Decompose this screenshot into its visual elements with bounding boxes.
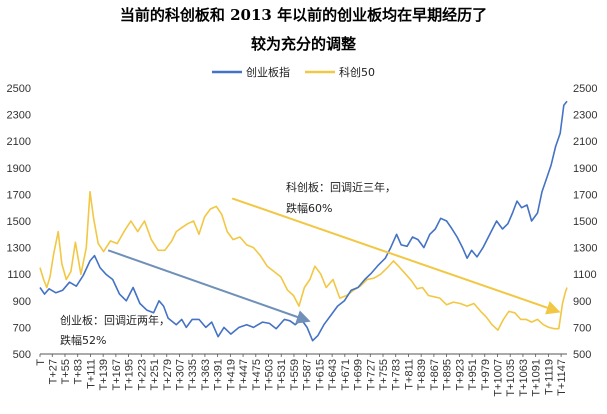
x-tick-label: T+111 [85, 359, 97, 389]
y-tick-label-right: 1900 [573, 163, 597, 175]
y-tick-label-left: 1900 [7, 163, 31, 175]
x-tick-label: T+447 [238, 359, 250, 391]
x-tick-label: T+475 [251, 359, 263, 391]
y-tick-label-left: 1100 [7, 269, 31, 281]
x-tick-label: T+251 [149, 359, 161, 391]
x-tick-label: T+1007 [492, 359, 504, 397]
x-tick-label: T+811 [403, 359, 415, 390]
y-tick-label-left: 1500 [7, 216, 31, 228]
y-tick-label-right: 1500 [573, 216, 597, 228]
x-tick-label: T+923 [454, 359, 466, 391]
y-tick-label-left: 2300 [7, 110, 31, 122]
y-tick-label-left: 900 [13, 296, 31, 308]
x-tick-label: T+335 [187, 359, 199, 391]
y-axis-left: 500 700 900 1100 1300 1500 1700 1900 2100 2300 250… [7, 83, 31, 361]
x-tick-label: T+307 [174, 359, 186, 391]
x-tick-label: T [35, 359, 47, 366]
x-tick-label: T+559 [289, 359, 301, 391]
x-tick-label: T+979 [480, 359, 492, 391]
x-tick-label: T+615 [314, 359, 326, 391]
x-axis: T T+27 T+55 T+83 T+111 T+139 T+167 T+195 T+223 T+… [35, 353, 568, 397]
y-tick-label-right: 1700 [573, 189, 597, 201]
x-tick-label: T+671 [340, 359, 352, 391]
y-tick-label-right: 2500 [573, 83, 597, 95]
x-tick-label: T+699 [353, 359, 365, 391]
annotation-text-star50-line2: 跌幅60% [286, 201, 332, 215]
x-tick-label: T+531 [276, 359, 288, 391]
y-tick-label-left: 2100 [7, 136, 31, 148]
x-tick-label: T+223 [136, 359, 148, 391]
x-tick-label: T+755 [378, 359, 390, 391]
legend-label-gem: 创业板指 [246, 65, 290, 79]
y-tick-label-right: 1300 [573, 243, 597, 255]
y-tick-label-right: 900 [573, 296, 591, 308]
annotation-text-star50-line1: 科创板：回调近三年， [286, 180, 396, 194]
x-tick-label: T+27 [47, 359, 59, 384]
x-tick-label: T+419 [225, 359, 237, 391]
series-line-gem [39, 100, 568, 342]
y-tick-label-left: 1300 [7, 243, 31, 255]
x-tick-label: T+727 [365, 359, 377, 391]
x-tick-label: T+1147 [556, 359, 568, 396]
series-line-star50 [39, 190, 568, 331]
legend-label-star50: 科创50 [339, 65, 375, 79]
x-tick-label: T+867 [429, 359, 441, 391]
y-axis-right: 500 700 900 1100 1300 1500 1700 1900 2100 2300 250… [573, 83, 597, 361]
y-tick-label-left: 500 [13, 349, 31, 361]
x-tick-label: T+1035 [505, 359, 517, 397]
x-tick-label: T+55 [60, 359, 72, 384]
x-tick-label: T+279 [162, 359, 174, 391]
y-tick-label-left: 2500 [7, 83, 31, 95]
annotation-arrow-gem [107, 249, 311, 324]
y-tick-label-left: 1700 [7, 189, 31, 201]
chart-title-line-2: 较为充分的调整 [250, 35, 356, 53]
series-lines [39, 100, 568, 342]
x-tick-label: T+783 [391, 359, 403, 391]
y-tick-label-right: 2100 [573, 136, 597, 148]
y-tick-label-right: 500 [573, 349, 591, 361]
y-tick-label-right: 1100 [573, 269, 597, 281]
x-tick-label: T+895 [442, 359, 454, 391]
x-tick-label: T+363 [200, 359, 212, 391]
x-tick-label: T+83 [73, 359, 85, 384]
x-tick-label: T+503 [264, 359, 276, 391]
annotation-arrow-star50 [231, 197, 561, 315]
x-tick-label: T+1063 [518, 359, 530, 397]
x-tick-label: T+839 [416, 359, 428, 391]
x-tick-label: T+1119 [543, 359, 555, 395]
x-tick-label: T+643 [327, 359, 339, 391]
annotations: 科创板：回调近三年， 跌幅60% 创业板：回调近两年， 跌幅52% [60, 180, 561, 347]
x-tick-label: T+951 [467, 359, 479, 391]
chart-title-line-1: 当前的科创板和 2013 年以前的创业板均在早期经历了 [119, 6, 488, 24]
chart-legend: 创业板指 科创50 [212, 65, 375, 79]
y-tick-label-right: 2300 [573, 110, 597, 122]
x-tick-label: T+1091 [531, 359, 543, 397]
y-tick-label-left: 700 [13, 322, 31, 334]
annotation-text-gem-line2: 跌幅52% [60, 333, 106, 347]
annotation-text-gem-line1: 创业板：回调近两年， [60, 313, 170, 327]
y-tick-label-right: 700 [573, 322, 591, 334]
x-tick-label: T+391 [213, 359, 225, 391]
x-tick-label: T+167 [111, 359, 123, 391]
x-tick-label: T+195 [124, 359, 136, 391]
x-tick-label: T+587 [302, 359, 314, 391]
x-tick-label: T+139 [98, 359, 110, 391]
